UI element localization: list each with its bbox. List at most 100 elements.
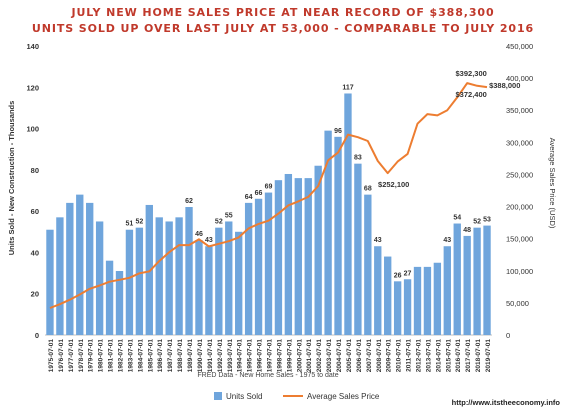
bar-units-sold [384, 256, 392, 335]
bar-units-sold [175, 217, 183, 335]
x-tick-label: 2007-07-01 [366, 339, 373, 373]
x-tick-label: 2016-07-01 [455, 339, 462, 373]
x-tick-label: 2011-07-01 [406, 339, 413, 372]
data-label-units: 54 [453, 215, 461, 222]
data-label-units: 51 [126, 221, 134, 228]
website-credit: http://www.itstheeconomy.info [452, 398, 561, 407]
bar-units-sold [185, 207, 193, 335]
bar-units-sold [433, 262, 442, 335]
bar-units-sold [463, 235, 471, 335]
bar-units-sold [135, 227, 144, 335]
data-label-units: 27 [404, 270, 412, 277]
bar-units-sold [155, 217, 163, 335]
x-tick-label: 2008-07-01 [376, 339, 383, 373]
data-label-units: 68 [364, 186, 372, 193]
x-tick-label: 2010-07-01 [396, 339, 403, 373]
x-tick-label: 1999-07-01 [286, 339, 293, 373]
x-tick-label: 1982-07-01 [118, 339, 125, 373]
x-tick-label: 1995-07-01 [247, 339, 254, 373]
bar-units-sold [215, 227, 223, 335]
x-tick-label: 1984-07-01 [137, 339, 144, 373]
y-right-tick-label: 400,000 [506, 74, 533, 83]
line-group [49, 82, 488, 309]
data-label-units: 83 [354, 155, 362, 162]
y-axis-right-label: Average Sales Price (USD) [548, 138, 557, 229]
x-tick-label: 1978-07-01 [78, 339, 85, 373]
bar-units-sold [165, 221, 173, 335]
x-tick-label: 2002-07-01 [316, 339, 323, 373]
data-label-units: 43 [205, 237, 213, 244]
data-label-units: 117 [342, 84, 353, 91]
x-tick-label: 1979-07-01 [88, 339, 95, 373]
x-tick-label: 1986-07-01 [157, 339, 164, 373]
bar-units-sold [244, 202, 253, 335]
y-left-tick-label: 120 [26, 83, 39, 92]
bar-units-sold [205, 246, 213, 335]
bar-units-sold [254, 198, 263, 335]
x-tick-label: 1994-07-01 [237, 339, 244, 373]
bar-units-sold [284, 173, 293, 335]
bar-units-sold [46, 229, 54, 335]
x-tick-label: 2005-07-01 [346, 339, 353, 373]
chart-title-line1: JULY NEW HOME SALES PRICE AT NEAR RECORD… [71, 6, 495, 19]
data-label-price: $372,400 [456, 90, 487, 99]
x-tick-label: 2004-07-01 [336, 339, 343, 373]
bar-units-sold [453, 223, 461, 335]
x-tick-label: 1975-07-01 [48, 339, 55, 373]
chart-title-line2: UNITS SOLD UP OVER LAST JULY AT 53,000 -… [31, 22, 535, 35]
x-tick-label: 1996-07-01 [257, 339, 264, 373]
data-label-units: 46 [195, 231, 203, 238]
x-tick-label: 1998-07-01 [276, 339, 283, 373]
bar-units-sold [483, 225, 491, 335]
bar-units-sold [334, 136, 342, 335]
legend-label-units: Units Sold [226, 392, 262, 401]
bar-units-sold [195, 240, 203, 335]
y-left-tick-label: 80 [31, 166, 39, 175]
x-tick-label: 2012-07-01 [416, 339, 423, 373]
x-tick-labels-group: 1975-07-01 1976-07-01 1977-07-01 1978-07-01… [48, 339, 492, 373]
line-average-sales-price [49, 82, 488, 309]
y-right-tick-label: 250,000 [506, 170, 533, 179]
legend: Units Sold Average Sales Price [214, 392, 380, 401]
legend-label-price: Average Sales Price [307, 392, 380, 401]
y-right-tick-label: 100,000 [506, 267, 533, 276]
x-tick-label: 2000-07-01 [296, 339, 303, 373]
data-label-units: 64 [245, 194, 253, 201]
data-label-price: $388,000 [489, 81, 520, 90]
y-left-tick-label: 140 [26, 42, 39, 51]
bar-units-sold [393, 281, 402, 335]
bar-units-sold [314, 165, 322, 335]
x-tick-label: 2018-07-01 [475, 339, 482, 373]
bar-units-sold [76, 194, 84, 335]
y-right-tick-label: 450,000 [506, 42, 533, 51]
x-tick-label: 2006-07-01 [356, 339, 363, 373]
data-label-price: $252,100 [378, 180, 409, 189]
data-label-units: 69 [265, 184, 273, 191]
y-right-tick-label: 350,000 [506, 106, 533, 115]
x-tick-label: 1988-07-01 [177, 339, 184, 373]
x-tick-label: 1991-07-01 [207, 339, 214, 373]
bar-units-sold [66, 202, 74, 335]
y-left-tick-label: 100 [26, 125, 39, 134]
x-tick-label: 1992-07-01 [217, 339, 224, 373]
y-right-tick-label: 300,000 [506, 138, 533, 147]
bar-units-sold [304, 178, 312, 335]
bars-group [46, 93, 491, 335]
data-label-units: 52 [215, 219, 223, 226]
data-label-units: 48 [463, 227, 471, 234]
data-label-units: 53 [483, 217, 491, 224]
data-label-units: 26 [394, 272, 402, 279]
data-label-units: 52 [473, 219, 481, 226]
bar-units-sold [364, 194, 372, 335]
x-tick-label: 1976-07-01 [58, 339, 65, 373]
x-tick-label: 2014-07-01 [435, 339, 442, 373]
y-right-tick-label: 200,000 [506, 203, 533, 212]
bar-units-sold [294, 178, 302, 335]
bar-units-sold [86, 202, 94, 335]
bar-units-sold [225, 221, 233, 335]
x-tick-label: 1997-07-01 [267, 339, 274, 373]
bar-units-sold [105, 260, 114, 335]
bar-units-sold [125, 229, 134, 335]
x-tick-label: 1987-07-01 [167, 339, 174, 373]
